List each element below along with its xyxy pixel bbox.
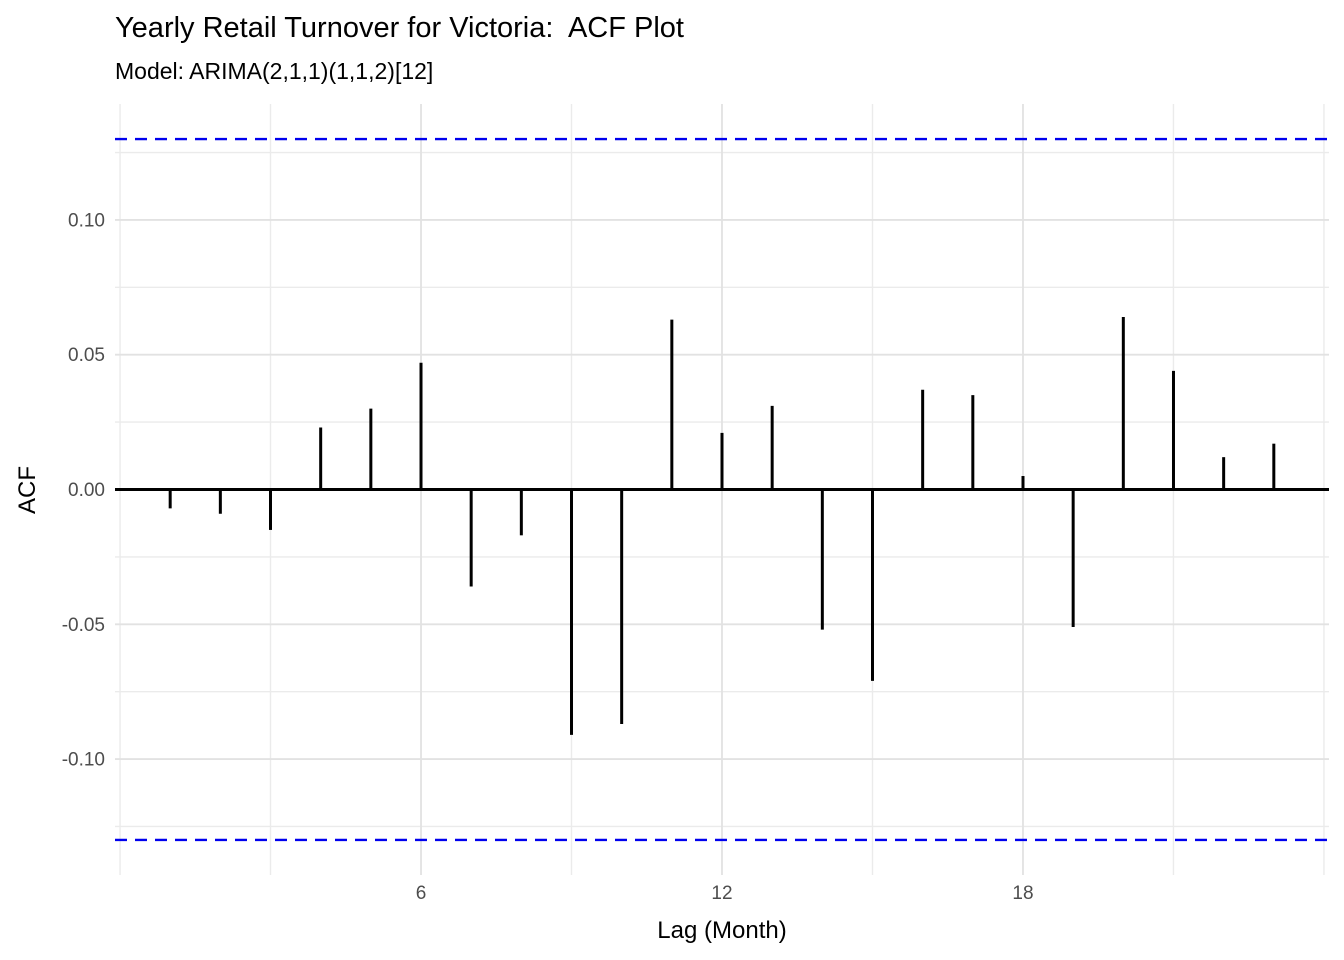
y-tick-label: 0.05 bbox=[68, 345, 105, 366]
y-tick-label: 0.00 bbox=[68, 480, 105, 501]
chart-subtitle: Model: ARIMA(2,1,1)(1,1,2)[12] bbox=[115, 58, 434, 84]
chart-title: Yearly Retail Turnover for Victoria: ACF… bbox=[115, 12, 684, 44]
y-tick-label: -0.05 bbox=[62, 615, 105, 636]
x-tick-label: 6 bbox=[416, 883, 427, 904]
x-tick-label: 12 bbox=[711, 883, 732, 904]
y-tick-label: -0.10 bbox=[62, 750, 105, 771]
x-tick-label: 18 bbox=[1012, 883, 1033, 904]
x-axis-title: Lag (Month) bbox=[657, 917, 787, 944]
y-tick-label: 0.10 bbox=[68, 210, 105, 231]
